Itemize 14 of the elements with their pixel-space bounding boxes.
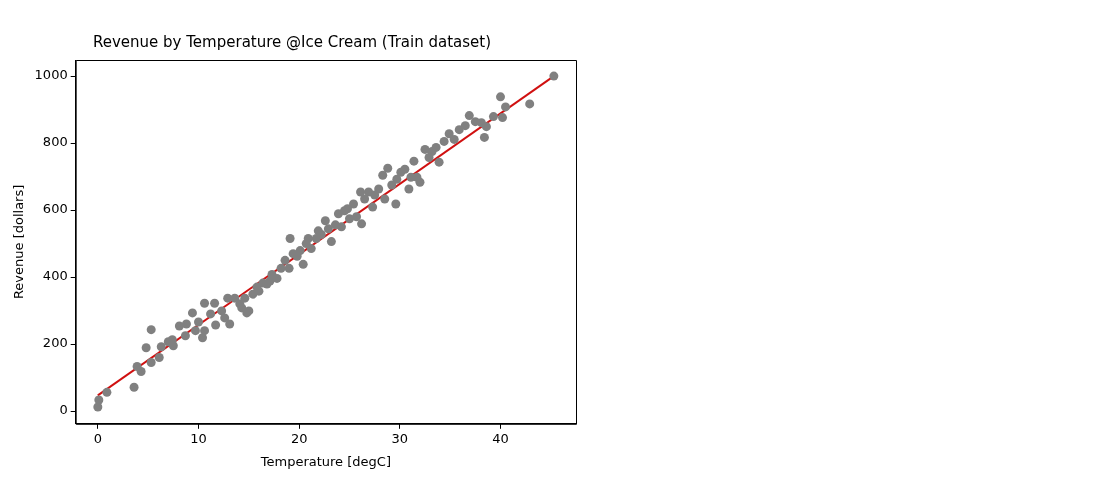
x-tick-label: 30 <box>391 430 409 446</box>
x-tick-label: 40 <box>492 430 509 446</box>
y-tick-label: 400 <box>42 268 68 284</box>
x-axis-title: Temperature [degC] <box>259 453 391 469</box>
x-tick-label: 20 <box>290 430 308 446</box>
y-tick-label: 0 <box>59 402 68 418</box>
y-axis-title: Revenue [dollars] <box>11 184 27 300</box>
y-tick-label: 800 <box>42 134 68 150</box>
y-tick-label: 600 <box>42 201 68 217</box>
x-tick-label: 0 <box>93 430 102 446</box>
y-tick-label: 1000 <box>34 67 68 83</box>
y-tick-label: 200 <box>42 335 68 351</box>
chart-title: Revenue by Temperature @Ice Cream (Train dataset) <box>93 32 491 51</box>
x-tick-label: 10 <box>190 430 207 446</box>
